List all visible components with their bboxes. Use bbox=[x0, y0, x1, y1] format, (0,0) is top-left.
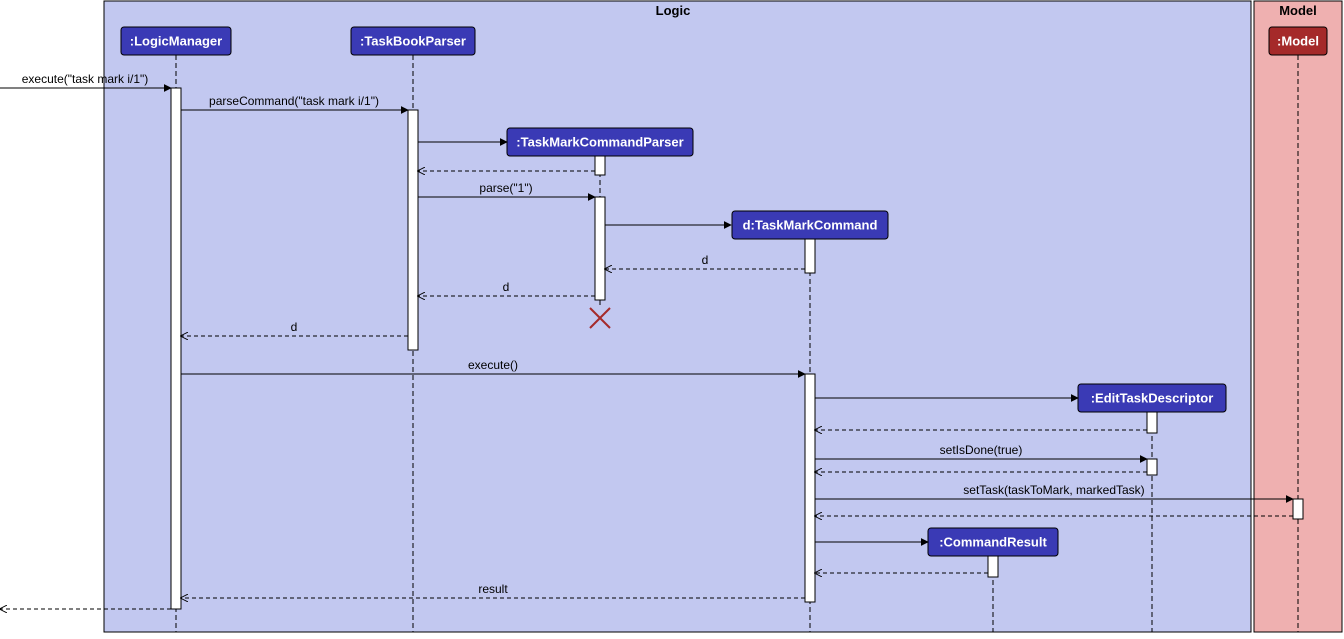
participant-label: :EditTaskDescriptor bbox=[1091, 390, 1214, 405]
participant-label: :TaskMarkCommandParser bbox=[516, 134, 683, 149]
participant-commandResult: :CommandResult bbox=[928, 528, 1058, 556]
activation-taskMarkCmd bbox=[805, 239, 815, 273]
activation-editTaskDesc bbox=[1147, 459, 1157, 475]
message-label: execute("task mark i/1") bbox=[22, 72, 149, 86]
message-label: d bbox=[702, 253, 709, 267]
message-1: parseCommand("task mark i/1") bbox=[181, 94, 408, 110]
participant-taskMarkCmd: d:TaskMarkCommand bbox=[732, 211, 888, 239]
message-label: d bbox=[503, 280, 510, 294]
message-label: setIsDone(true) bbox=[940, 443, 1023, 457]
activation-editTaskDesc bbox=[1147, 412, 1157, 433]
participant-taskBookParser: :TaskBookParser bbox=[351, 27, 475, 55]
activation-taskMarkCmd bbox=[805, 374, 815, 602]
activation-model bbox=[1293, 499, 1303, 519]
participant-logicManager: :LogicManager bbox=[121, 27, 231, 55]
participant-model: :Model bbox=[1269, 27, 1327, 55]
activation-taskBookParser bbox=[408, 110, 418, 350]
package-label: Logic bbox=[656, 3, 691, 18]
message-label: result bbox=[478, 582, 508, 596]
participant-editTaskDesc: :EditTaskDescriptor bbox=[1078, 384, 1226, 412]
message-label: execute() bbox=[468, 358, 518, 372]
message-label: parse("1") bbox=[479, 181, 532, 195]
participant-taskMarkCmdParser: :TaskMarkCommandParser bbox=[507, 128, 693, 156]
sequence-diagram: Logic Model :LogicManager :TaskBookParser :T… bbox=[0, 0, 1344, 639]
message-0: execute("task mark i/1") bbox=[0, 72, 171, 88]
activation-commandResult bbox=[988, 556, 998, 577]
participant-label: d:TaskMarkCommand bbox=[743, 217, 878, 232]
participant-label: :Model bbox=[1277, 33, 1319, 48]
participant-label: :TaskBookParser bbox=[360, 33, 466, 48]
package-label: Model bbox=[1279, 3, 1317, 18]
participant-label: :LogicManager bbox=[130, 33, 222, 48]
message-label: d bbox=[291, 320, 298, 334]
activation-taskMarkCmdParser bbox=[595, 197, 605, 300]
message-label: parseCommand("task mark i/1") bbox=[209, 94, 379, 108]
message-label: setTask(taskToMark, markedTask) bbox=[963, 483, 1144, 497]
activation-logicManager bbox=[171, 88, 181, 609]
participant-label: :CommandResult bbox=[939, 534, 1047, 549]
activation-taskMarkCmdParser bbox=[595, 156, 605, 175]
